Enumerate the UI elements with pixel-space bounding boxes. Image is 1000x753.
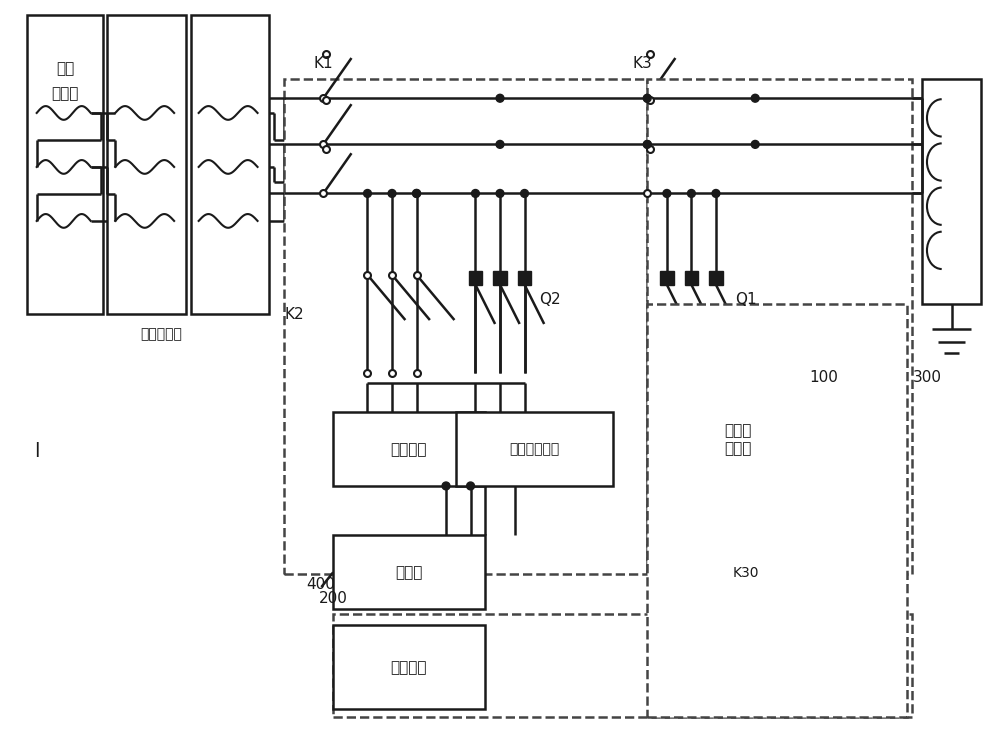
Circle shape [413, 190, 420, 197]
Bar [493, 271, 507, 285]
Text: 辅助: 辅助 [56, 61, 74, 76]
Text: K3: K3 [633, 56, 652, 72]
Text: 100: 100 [809, 370, 838, 386]
Circle shape [364, 190, 371, 197]
Bar [284, 78, 647, 575]
Text: 300: 300 [912, 370, 941, 386]
Text: 控制系统: 控制系统 [390, 660, 427, 675]
Text: 400: 400 [307, 577, 336, 592]
Text: K2: K2 [284, 306, 304, 322]
Circle shape [496, 190, 504, 197]
Bar [469, 271, 482, 285]
Circle shape [521, 190, 528, 197]
Bar [647, 304, 907, 717]
Bar [709, 271, 723, 285]
Bar [922, 78, 981, 304]
Text: Q1: Q1 [736, 292, 757, 307]
Bar [647, 78, 912, 575]
Circle shape [467, 482, 474, 490]
Text: 辅助变压器: 辅助变压器 [140, 327, 182, 341]
Circle shape [442, 482, 450, 490]
Bar [518, 271, 531, 285]
Bar [333, 535, 485, 608]
Circle shape [496, 94, 504, 102]
Circle shape [751, 141, 759, 148]
Circle shape [643, 141, 651, 148]
Bar [333, 413, 485, 486]
Bar [333, 614, 912, 717]
Circle shape [496, 141, 504, 148]
Bar [27, 15, 103, 314]
Circle shape [712, 190, 720, 197]
Circle shape [472, 190, 479, 197]
Text: 辅助负载: 辅助负载 [390, 442, 427, 457]
Bar [191, 15, 269, 314]
Text: 200: 200 [318, 591, 347, 606]
Circle shape [751, 94, 759, 102]
Text: 蓄电池: 蓄电池 [395, 565, 422, 580]
Text: K30: K30 [732, 566, 759, 581]
Bar [685, 271, 698, 285]
Text: 变流器: 变流器 [51, 86, 79, 101]
Bar [691, 543, 750, 584]
Text: K1: K1 [314, 56, 333, 72]
Bar [662, 393, 814, 486]
Bar [660, 271, 674, 285]
Circle shape [388, 190, 396, 197]
Bar [107, 15, 186, 314]
Circle shape [413, 190, 420, 197]
Circle shape [663, 190, 671, 197]
Bar [456, 413, 613, 486]
Text: 电源转
换模块: 电源转 换模块 [724, 424, 751, 456]
Bar [333, 625, 485, 709]
Text: l: l [34, 442, 39, 461]
Circle shape [687, 190, 695, 197]
Text: Q2: Q2 [539, 292, 561, 307]
Circle shape [643, 94, 651, 102]
Text: 蓄电池充电机: 蓄电池充电机 [509, 443, 559, 456]
